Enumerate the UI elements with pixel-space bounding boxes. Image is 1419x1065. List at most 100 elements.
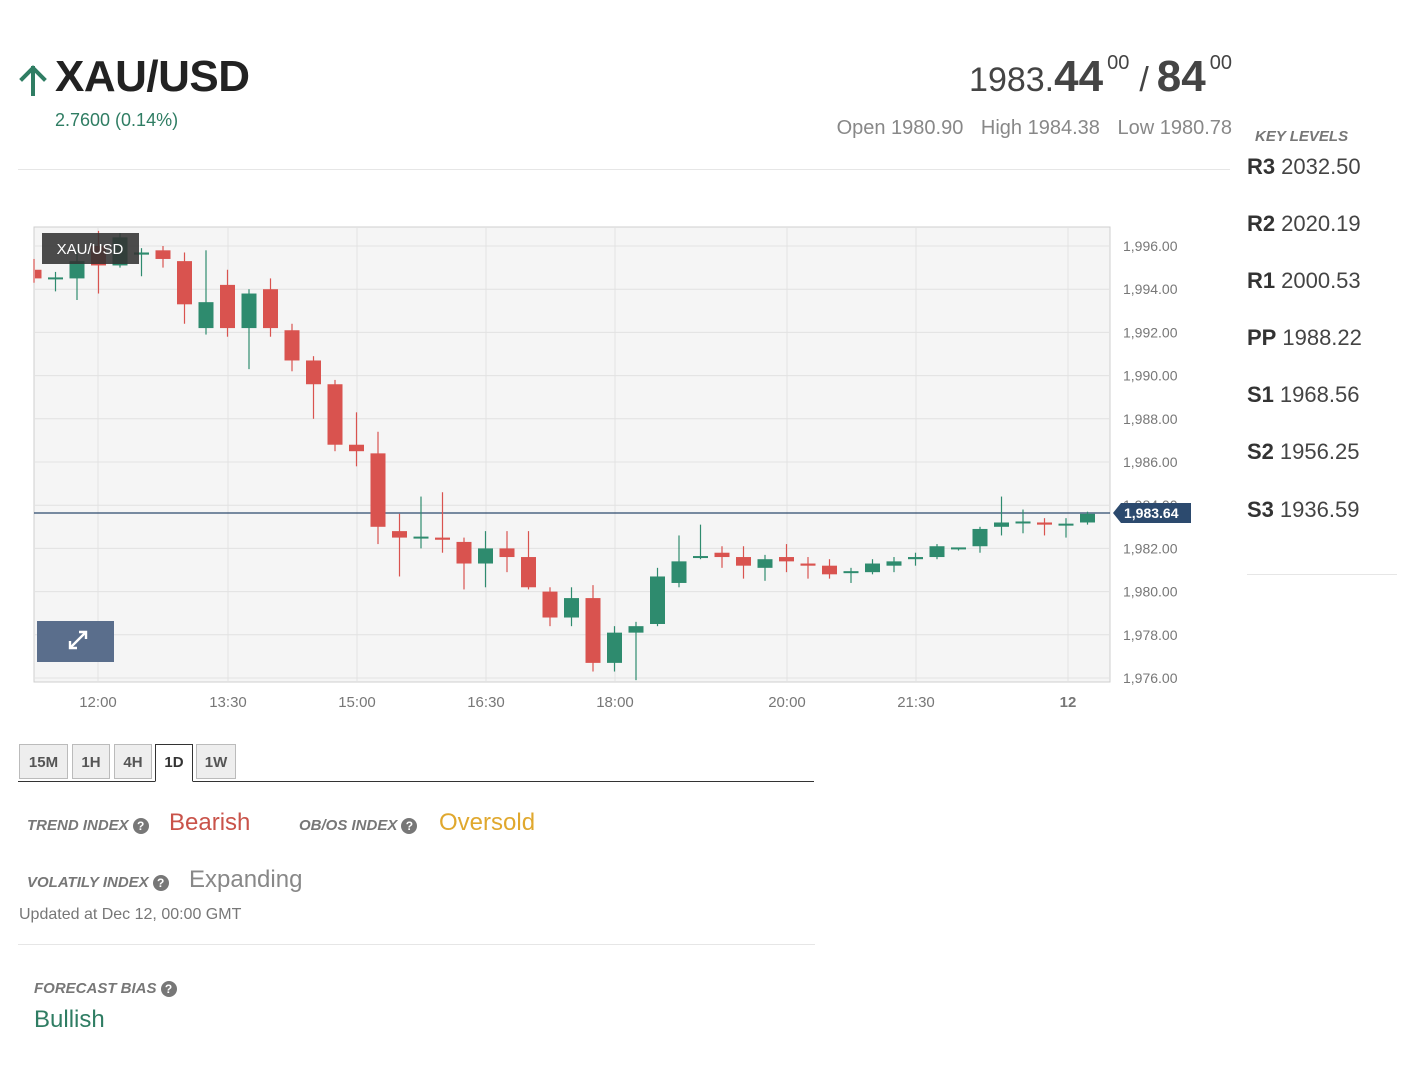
forecast-bias-label: FORECAST BIAS? xyxy=(34,980,177,997)
candle xyxy=(1058,518,1074,538)
key-level-name: R2 xyxy=(1247,211,1276,236)
candle-body xyxy=(413,536,429,539)
low-value: Low 1980.78 xyxy=(1117,117,1232,139)
candle xyxy=(1080,511,1095,525)
candle-body xyxy=(865,563,880,573)
candle xyxy=(671,535,687,588)
candle xyxy=(865,559,880,575)
symbol-title: XAU/USD xyxy=(55,52,250,101)
candle-body xyxy=(757,559,773,568)
bid-sup: 00 xyxy=(1107,52,1130,74)
y-tick-label: 1,994.00 xyxy=(1123,281,1178,297)
volatility-index-value: Expanding xyxy=(189,866,303,893)
key-level-value: 1968.56 xyxy=(1279,382,1360,407)
candle-body xyxy=(435,537,450,540)
x-tick-label: 18:00 xyxy=(596,694,634,711)
candle-body xyxy=(1015,521,1031,524)
y-tick-label: 1,976.00 xyxy=(1123,670,1178,686)
tab-1d[interactable]: 1D xyxy=(155,744,193,782)
help-icon[interactable]: ? xyxy=(152,875,169,891)
section-divider xyxy=(18,944,815,945)
candle xyxy=(370,431,386,545)
price-change: 2.7600 (0.14%) xyxy=(55,110,179,130)
candle xyxy=(327,379,343,452)
tab-4h[interactable]: 4H xyxy=(114,744,152,779)
candle xyxy=(435,492,450,553)
candle-body xyxy=(628,626,644,633)
candle-body xyxy=(736,557,751,566)
trend-index-value: Bearish xyxy=(169,809,251,836)
candle xyxy=(693,524,708,560)
header-divider xyxy=(18,169,1230,170)
candle-body xyxy=(929,546,945,558)
candle xyxy=(908,552,923,566)
candle-body xyxy=(1058,523,1074,526)
ask-sup: 00 xyxy=(1209,52,1232,74)
candle xyxy=(177,252,192,324)
candle xyxy=(822,559,837,579)
candle xyxy=(628,621,644,681)
key-level-name: R3 xyxy=(1247,154,1276,179)
candle xyxy=(306,356,321,419)
key-levels-divider xyxy=(1247,574,1397,575)
candle xyxy=(972,526,988,553)
candle-body xyxy=(607,632,622,663)
symbol-label-box: XAU/USD xyxy=(42,233,139,264)
tab-1w[interactable]: 1W xyxy=(196,744,236,779)
help-icon[interactable]: ? xyxy=(401,818,418,834)
candle xyxy=(650,567,665,627)
obos-index-label: OB/OS INDEX? xyxy=(299,817,418,834)
key-level-pp: PP 1988.22 xyxy=(1247,325,1362,351)
key-level-s1: S1 1968.56 xyxy=(1247,382,1359,408)
candle xyxy=(220,269,235,337)
candle-body xyxy=(69,261,85,279)
expand-icon xyxy=(68,630,88,650)
x-tick-label: 13:30 xyxy=(209,694,247,711)
x-tick-label: 20:00 xyxy=(768,694,806,711)
candle xyxy=(757,554,773,581)
candle xyxy=(241,289,257,370)
y-tick-label: 1,978.00 xyxy=(1123,627,1178,643)
key-level-r3: R3 2032.50 xyxy=(1247,154,1361,180)
candle xyxy=(521,531,536,590)
price-chart[interactable]: 1,996.00 1,994.00 1,992.00 1,990.00 1,988.00… xyxy=(0,0,1419,730)
key-level-value: 1936.59 xyxy=(1279,497,1360,522)
candle-body xyxy=(693,556,708,559)
help-icon[interactable]: ? xyxy=(160,981,177,997)
candle-body xyxy=(1080,513,1095,523)
candle-body xyxy=(564,598,579,618)
tab-1h[interactable]: 1H xyxy=(72,744,110,779)
candle xyxy=(779,544,794,573)
candle-body xyxy=(48,277,63,280)
candle-body xyxy=(327,384,343,445)
key-level-s3: S3 1936.59 xyxy=(1247,497,1359,523)
candle xyxy=(134,248,149,277)
expand-button[interactable] xyxy=(37,621,114,662)
candle xyxy=(456,537,472,590)
tab-15m[interactable]: 15M xyxy=(19,744,68,779)
candle-body xyxy=(951,547,966,550)
candle-body xyxy=(220,284,235,329)
trend-index-label: TREND INDEX? xyxy=(27,817,149,834)
candle-body xyxy=(241,293,257,329)
candle-body xyxy=(994,522,1009,527)
candle-body xyxy=(886,561,902,566)
x-tick-label: 12 xyxy=(1060,694,1077,711)
chart-grid xyxy=(34,227,1110,682)
candle-body xyxy=(478,548,493,564)
candle xyxy=(349,412,364,467)
candle-body xyxy=(284,330,300,361)
obos-index-value: Oversold xyxy=(439,809,536,836)
candle-body xyxy=(843,571,859,574)
key-level-value: 2000.53 xyxy=(1281,268,1361,293)
updated-timestamp: Updated at Dec 12, 00:00 GMT xyxy=(19,906,242,923)
candle-body xyxy=(263,289,278,329)
chart-symbol-label: XAU/USD xyxy=(57,241,124,258)
candle-body xyxy=(521,557,536,588)
help-icon[interactable]: ? xyxy=(132,818,149,834)
candle xyxy=(607,626,622,672)
candle xyxy=(714,546,730,568)
candle-body xyxy=(177,261,192,305)
candle xyxy=(499,531,515,573)
candle xyxy=(198,250,214,335)
